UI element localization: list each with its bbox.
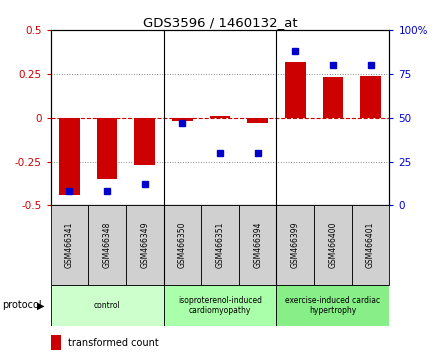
Text: GSM466394: GSM466394 [253, 222, 262, 268]
Bar [97, 118, 117, 179]
Bar [360, 76, 381, 118]
Text: GSM466400: GSM466400 [328, 222, 337, 268]
Text: GSM466348: GSM466348 [103, 222, 112, 268]
Bar [164, 205, 201, 285]
Bar [247, 118, 268, 123]
Text: GSM466349: GSM466349 [140, 222, 149, 268]
Bar [276, 285, 389, 326]
Bar [88, 205, 126, 285]
Bar [314, 205, 352, 285]
Bar [276, 205, 314, 285]
Bar [59, 118, 80, 195]
Text: GSM466401: GSM466401 [366, 222, 375, 268]
Bar [352, 205, 389, 285]
Bar [134, 118, 155, 165]
Text: ▶: ▶ [37, 300, 45, 310]
Bar [51, 205, 88, 285]
Bar [51, 335, 61, 350]
Bar [285, 62, 306, 118]
Bar [209, 116, 231, 118]
Text: GSM466350: GSM466350 [178, 222, 187, 268]
Bar [239, 205, 276, 285]
Text: exercise-induced cardiac
hypertrophy: exercise-induced cardiac hypertrophy [286, 296, 381, 315]
Text: control: control [94, 301, 121, 310]
Bar [323, 78, 343, 118]
Bar [126, 205, 164, 285]
Bar [172, 118, 193, 121]
Text: transformed count: transformed count [68, 338, 158, 348]
Bar [51, 285, 164, 326]
Text: GSM466399: GSM466399 [291, 222, 300, 268]
Title: GDS3596 / 1460132_at: GDS3596 / 1460132_at [143, 16, 297, 29]
Text: protocol: protocol [2, 300, 42, 310]
Bar [201, 205, 239, 285]
Bar [164, 285, 276, 326]
Text: GSM466351: GSM466351 [216, 222, 224, 268]
Text: isoproterenol-induced
cardiomyopathy: isoproterenol-induced cardiomyopathy [178, 296, 262, 315]
Text: GSM466341: GSM466341 [65, 222, 74, 268]
